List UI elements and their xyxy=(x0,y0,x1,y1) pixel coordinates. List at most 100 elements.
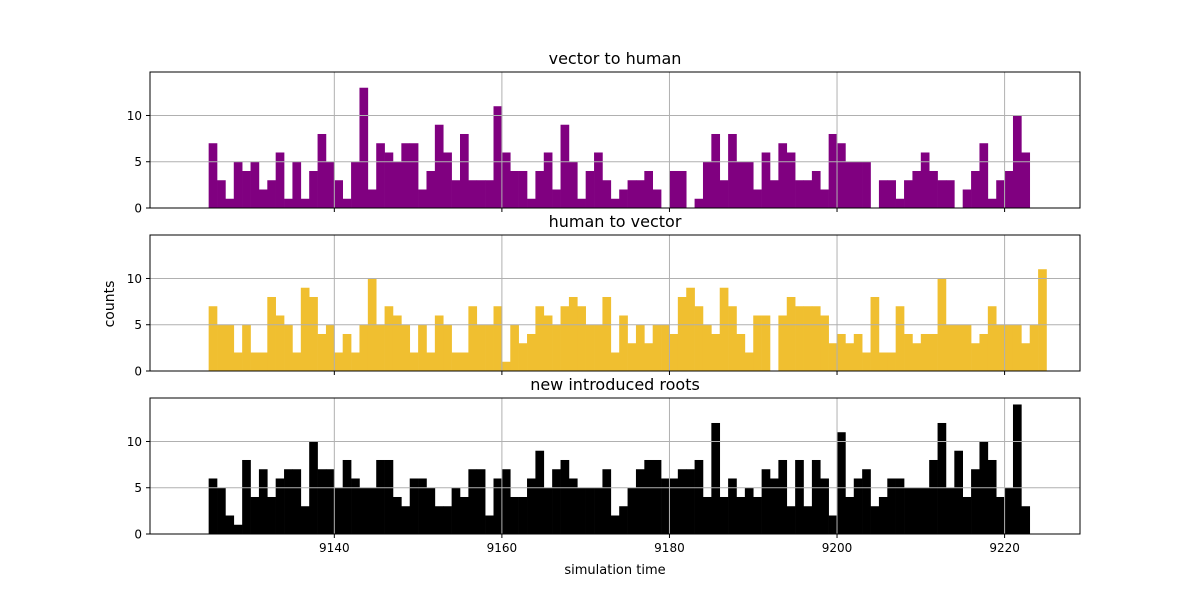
histogram-bar xyxy=(594,324,603,371)
histogram-bar xyxy=(434,124,444,208)
histogram-bar xyxy=(1038,269,1047,371)
histogram-bar xyxy=(284,469,293,534)
histogram-bar xyxy=(535,170,545,208)
histogram-bar xyxy=(987,198,997,208)
histogram-bar xyxy=(912,170,922,208)
histogram-bar xyxy=(778,315,788,371)
histogram-bar xyxy=(920,152,930,208)
histogram-bar xyxy=(518,170,528,208)
x-tick-label: 9160 xyxy=(487,541,518,555)
histogram-bar xyxy=(937,180,947,208)
histogram-bar xyxy=(837,432,846,534)
histogram-bar xyxy=(627,180,637,208)
histogram-bar xyxy=(485,515,494,534)
histogram-bar xyxy=(694,459,704,534)
histogram-bar xyxy=(862,161,871,208)
histogram-bar xyxy=(208,143,218,208)
histogram-bar xyxy=(669,478,679,534)
histogram-bar xyxy=(359,487,369,534)
histogram-bar xyxy=(878,352,888,371)
histogram-bar xyxy=(418,478,427,534)
histogram-bar xyxy=(493,306,503,371)
histogram-bar xyxy=(443,506,452,534)
histogram-bar xyxy=(426,170,436,208)
histogram-bar xyxy=(225,324,235,371)
histogram-bar xyxy=(384,152,394,208)
histogram-bar xyxy=(761,469,771,534)
histogram-bar xyxy=(602,296,612,371)
histogram-bar xyxy=(501,361,511,371)
histogram-bar xyxy=(443,324,452,371)
histogram-bar xyxy=(351,161,360,208)
histogram-bar xyxy=(686,287,695,371)
histogram-bar xyxy=(527,198,536,208)
histogram-bar xyxy=(401,324,411,371)
histogram-bar xyxy=(702,161,712,208)
histogram-bar xyxy=(635,469,645,534)
histogram-bar xyxy=(1029,324,1039,371)
histogram-bar xyxy=(342,198,352,208)
histogram-bar xyxy=(242,324,251,371)
histogram-bar xyxy=(577,487,586,534)
histogram-bar xyxy=(912,487,922,534)
histogram-bar xyxy=(761,152,771,208)
histogram-bar xyxy=(460,133,469,208)
histogram-bar xyxy=(267,296,276,371)
histogram-bar xyxy=(292,469,302,534)
histogram-bar xyxy=(300,506,310,534)
histogram-bar xyxy=(904,333,913,371)
histogram-bar xyxy=(602,469,612,534)
histogram-bar xyxy=(392,315,402,371)
histogram-bar xyxy=(945,487,955,534)
x-tick-label: 9180 xyxy=(654,541,685,555)
histogram-bar xyxy=(275,315,285,371)
histogram-bar xyxy=(367,487,377,534)
histogram-bar xyxy=(233,524,243,534)
histogram-bar xyxy=(820,189,829,208)
histogram-bar xyxy=(258,352,268,371)
histogram-bar xyxy=(527,333,536,371)
histogram-bar xyxy=(803,506,813,534)
panel-1: 0 5 10 vector to human xyxy=(127,49,1081,216)
histogram-bar xyxy=(803,306,813,371)
histogram-bar xyxy=(996,496,1005,534)
histogram-bar xyxy=(761,315,771,371)
panel-title: vector to human xyxy=(549,49,682,68)
histogram-bar xyxy=(744,161,754,208)
histogram-bar xyxy=(552,324,561,371)
histogram-bar xyxy=(828,343,838,371)
histogram-bar xyxy=(585,170,595,208)
histogram-bar xyxy=(677,170,687,208)
histogram-bar xyxy=(945,324,955,371)
histogram-bar xyxy=(342,459,352,534)
histogram-bar xyxy=(543,487,553,534)
histogram-bar xyxy=(568,478,578,534)
histogram-bar xyxy=(971,469,980,534)
histogram-bar xyxy=(208,306,218,371)
histogram-bar xyxy=(376,324,385,371)
histogram-bar xyxy=(669,333,679,371)
histogram-bar xyxy=(535,306,545,371)
histogram-bar xyxy=(233,161,243,208)
histogram-bar xyxy=(501,152,511,208)
histogram-bar xyxy=(610,352,620,371)
histogram-bar xyxy=(694,306,704,371)
histogram-bar xyxy=(845,343,855,371)
histogram-bar xyxy=(711,333,721,371)
histogram-bar xyxy=(468,180,478,208)
histogram-bar xyxy=(1012,404,1022,534)
histogram-bar xyxy=(610,515,620,534)
y-tick-label: 0 xyxy=(134,365,142,379)
histogram-bar xyxy=(325,324,335,371)
histogram-bar xyxy=(719,287,729,371)
panel-2: 0 5 10 human to vector xyxy=(127,212,1081,379)
histogram-bar xyxy=(451,180,461,208)
histogram-bar xyxy=(267,496,276,534)
histogram-bar xyxy=(736,496,746,534)
histogram-bar xyxy=(1012,324,1022,371)
histogram-bar xyxy=(853,478,863,534)
histogram-bar xyxy=(577,198,586,208)
histogram-bar xyxy=(870,506,880,534)
histogram-bar xyxy=(719,180,729,208)
histogram-bar xyxy=(962,496,972,534)
